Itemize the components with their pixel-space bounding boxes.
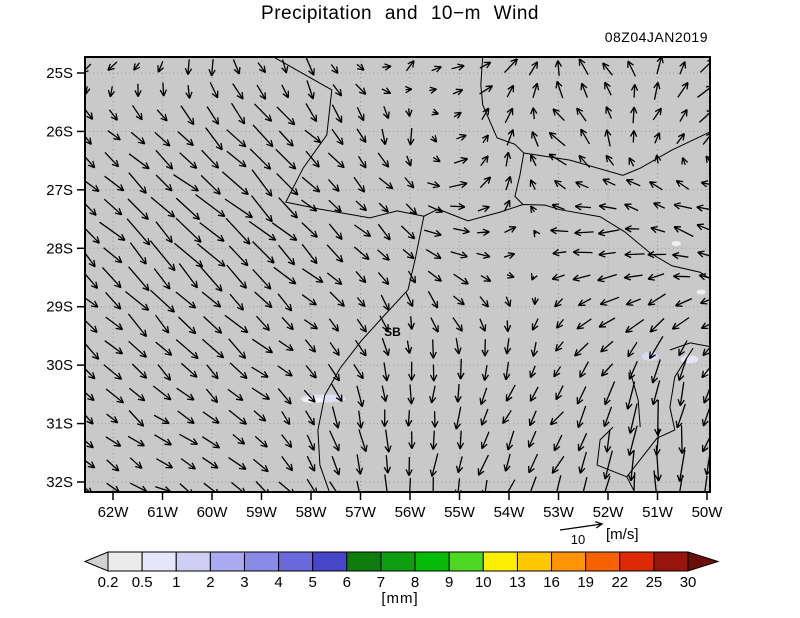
colorbar-tick-label: 16 xyxy=(543,574,560,591)
colorbar-tick-label: 10 xyxy=(475,574,492,591)
colorbar-tick-label: 8 xyxy=(411,574,419,591)
map-frame xyxy=(84,56,711,493)
lat-tick-label: 31S xyxy=(46,416,73,433)
colorbar-segment xyxy=(346,551,382,572)
timestamp: 08Z04JAN2019 xyxy=(604,29,708,45)
lat-tick-label: 29S xyxy=(46,299,73,316)
lon-tick-label: 60W xyxy=(197,504,229,521)
lon-tick-label: 59W xyxy=(246,504,278,521)
colorbar-tick-label: 30 xyxy=(680,574,697,591)
colorbar-tick-label: 25 xyxy=(646,574,663,591)
colorbar-tick-label: 1 xyxy=(172,574,180,591)
colorbar-segment xyxy=(141,551,177,572)
reference-vector-value: 10 xyxy=(570,532,586,547)
lon-tick-label: 50W xyxy=(692,504,724,521)
colorbar-tick-label: 9 xyxy=(445,574,453,591)
colorbar-tick-label: 13 xyxy=(509,574,526,591)
graticule xyxy=(85,57,710,492)
border-lines xyxy=(272,57,710,492)
colorbar-tick-label: 4 xyxy=(274,574,282,591)
reference-vector-unit: [m/s] xyxy=(606,526,639,543)
reference-arrow xyxy=(559,521,604,531)
lon-tick-label: 53W xyxy=(543,504,575,521)
lat-tick-label: 27S xyxy=(46,182,73,199)
lon-tick-label: 52W xyxy=(593,504,625,521)
colorbar-segment xyxy=(175,551,211,572)
lon-tick-label: 62W xyxy=(98,504,130,521)
colorbar-segment xyxy=(619,551,655,572)
lon-tick-label: 58W xyxy=(296,504,328,521)
colorbar-segment xyxy=(448,551,484,572)
colorbar-unit-label: [mm] xyxy=(381,590,419,607)
colorbar-segment xyxy=(482,551,518,572)
colorbar-segment xyxy=(278,551,314,572)
colorbar-segment xyxy=(209,551,245,572)
lon-tick-label: 54W xyxy=(494,504,526,521)
colorbar-tick-label: 19 xyxy=(577,574,594,591)
colorbar-tick-label: 3 xyxy=(240,574,248,591)
wind-arrows xyxy=(85,57,710,492)
lon-tick-label: 56W xyxy=(395,504,427,521)
colorbar-tick-label: 5 xyxy=(309,574,317,591)
colorbar-over-arrow xyxy=(687,551,720,572)
lat-tick-label: 32S xyxy=(46,474,73,491)
colorbar-under-arrow xyxy=(83,551,109,572)
colorbar-segment xyxy=(107,551,143,572)
colorbar-segment xyxy=(653,551,689,572)
colorbar-tick-label: 22 xyxy=(611,574,628,591)
lon-tick-label: 51W xyxy=(642,504,674,521)
colorbar-segment xyxy=(551,551,587,572)
lat-tick-label: 30S xyxy=(46,357,73,374)
colorbar-tick-label: 2 xyxy=(206,574,214,591)
chart-title: Precipitation and 10−m Wind xyxy=(261,3,539,24)
colorbar-segment xyxy=(516,551,553,572)
colorbar-segment xyxy=(585,551,621,572)
colorbar-tick-label: 0.2 xyxy=(98,574,119,591)
map-layers: SB xyxy=(85,57,710,492)
axis-labels: 25S 26S 27S 28S 29S 30S 31S 32S 62W 61W 60W 59W 58W 5… xyxy=(46,65,723,521)
lat-tick-label: 25S xyxy=(46,65,73,82)
colorbar-tick-label: 6 xyxy=(343,574,351,591)
colorbar-segment xyxy=(380,551,416,572)
colorbar: 0.2 0.5 1 2 3 4 5 6 7 8 9 10 13 16 19 22 25 30 xyxy=(83,551,720,591)
colorbar-tick-label: 0.5 xyxy=(132,574,153,591)
lon-tick-label: 57W xyxy=(345,504,377,521)
lon-tick-label: 55W xyxy=(444,504,476,521)
colorbar-tick-label: 7 xyxy=(377,574,385,591)
lon-tick-label: 61W xyxy=(147,504,179,521)
colorbar-segment xyxy=(243,551,280,572)
lat-tick-label: 28S xyxy=(46,240,73,257)
station-label: SB xyxy=(384,325,401,339)
colorbar-segment xyxy=(414,551,450,572)
lat-tick-label: 26S xyxy=(46,123,73,140)
colorbar-segment xyxy=(312,551,348,572)
